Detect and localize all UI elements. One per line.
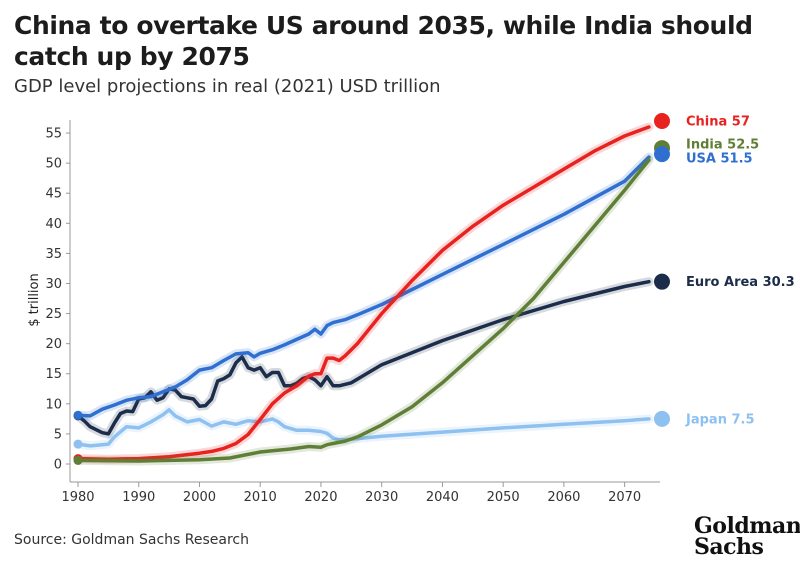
x-tick-label: 2070 [608,490,641,505]
india-series-line [76,158,651,463]
y-axis-label: $ trillion [27,273,42,327]
source-note: Source: Goldman Sachs Research [14,532,249,548]
india-start-point [73,455,83,465]
india-end-label: India 52.5 [686,138,759,153]
y-tick-label: 45 [45,187,62,202]
x-tick-label: 2030 [365,490,398,505]
euro-area-end-marker [654,273,670,290]
series-lines [73,122,654,466]
japan-end-marker [654,410,670,427]
goldman-sachs-logo: Goldman Sachs [694,513,800,560]
usa-start-point [73,410,83,420]
x-tick-label: 2060 [547,490,580,505]
logo-line-1: Goldman [694,513,800,539]
y-tick-label: 0 [54,458,62,473]
x-tick-label: 1980 [61,490,94,505]
y-tick-label: 50 [45,157,62,172]
logo-line-2: Sachs [694,534,764,560]
japan-series-line [76,408,651,448]
x-tick-label: 1990 [122,490,155,505]
chart-title: China to overtake US around 2035, while … [14,11,753,71]
axes: 0 5 10 15 20 25 30 35 40 45 50 55 1980 1990 2000 2010 20… [45,120,660,505]
usa-end-label: USA 51.5 [686,152,753,167]
x-tick-label: 2020 [304,490,337,505]
x-tick-label: 2040 [426,490,459,505]
x-tick-label: 2010 [244,490,277,505]
usa-end-marker [654,146,670,163]
euro-area-series-line [76,279,651,436]
y-tick-label: 15 [45,367,62,382]
china-end-label: China 57 [686,115,750,130]
y-tick-label: 5 [54,427,62,442]
y-tick-label: 10 [45,397,62,412]
x-tick-label: 2050 [487,490,520,505]
japan-end-label: Japan 7.5 [685,412,755,427]
y-tick-label: 40 [45,217,62,232]
y-tick-label: 35 [45,247,62,262]
y-tick-label: 55 [45,127,62,142]
china-end-marker [654,113,670,129]
japan-start-point [73,439,83,449]
chart-subtitle: GDP level projections in real (2021) USD… [14,76,441,97]
euro-area-end-label: Euro Area 30.3 [686,275,795,290]
y-tick-label: 30 [45,277,62,292]
y-tick-label: 25 [45,307,62,322]
y-tick-label: 20 [45,337,62,352]
x-tick-label: 2000 [183,490,216,505]
china-series-line [76,125,651,461]
